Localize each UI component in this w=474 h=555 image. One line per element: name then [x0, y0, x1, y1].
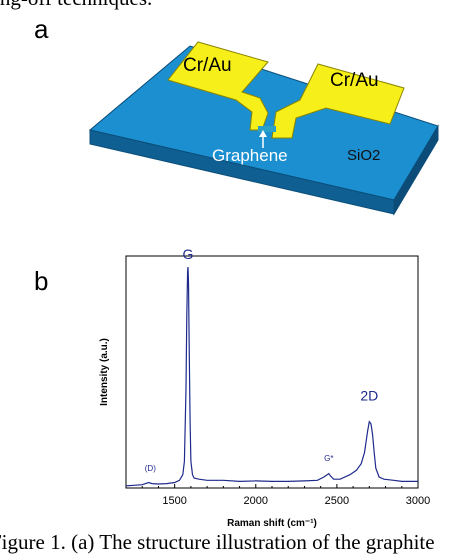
annotation-0: G [183, 246, 194, 262]
electrode-right-label: Cr/Au [330, 70, 379, 91]
cr-au-left-electrode [167, 41, 269, 131]
x-tick-label-1500: 1500 [162, 495, 186, 507]
y-axis-label: Intensity (a.u.) [99, 338, 110, 406]
figure-caption: Figure 1. (a) The structure illustration… [0, 530, 435, 554]
preceding-text-fragment: ing-off techniques. [0, 0, 152, 11]
graphene-label: Graphene [212, 146, 288, 165]
x-axis-ticks [141, 484, 419, 488]
peak-annotations: G 2D G* (D) [145, 246, 379, 473]
sio2-substrate-right-side [393, 124, 439, 216]
x-tick-label-3000: 3000 [406, 495, 430, 507]
annotation-3: (D) [145, 464, 156, 473]
panel-a-letter: a [34, 14, 49, 44]
graphene-arrow-head [259, 130, 267, 137]
x-tick-label-2000: 2000 [244, 495, 268, 507]
x-axis-tick-labels: 1500 2000 2500 3000 [162, 495, 430, 507]
x-axis-label: Raman shift (cm⁻¹) [227, 518, 317, 529]
panel-b-letter: b [34, 266, 49, 296]
device-illustration: Cr/Au Cr/Au Graphene SiO2 [88, 41, 439, 216]
x-tick-label-2500: 2500 [325, 495, 349, 507]
annotation-1: 2D [360, 387, 378, 403]
cr-au-right-electrode [271, 63, 405, 139]
raman-spectrum-line [125, 266, 418, 487]
sio2-label: SiO2 [347, 147, 380, 164]
electrode-left-label: Cr/Au [183, 55, 232, 76]
graphene-channel [258, 126, 276, 132]
annotation-2: G* [324, 454, 333, 463]
